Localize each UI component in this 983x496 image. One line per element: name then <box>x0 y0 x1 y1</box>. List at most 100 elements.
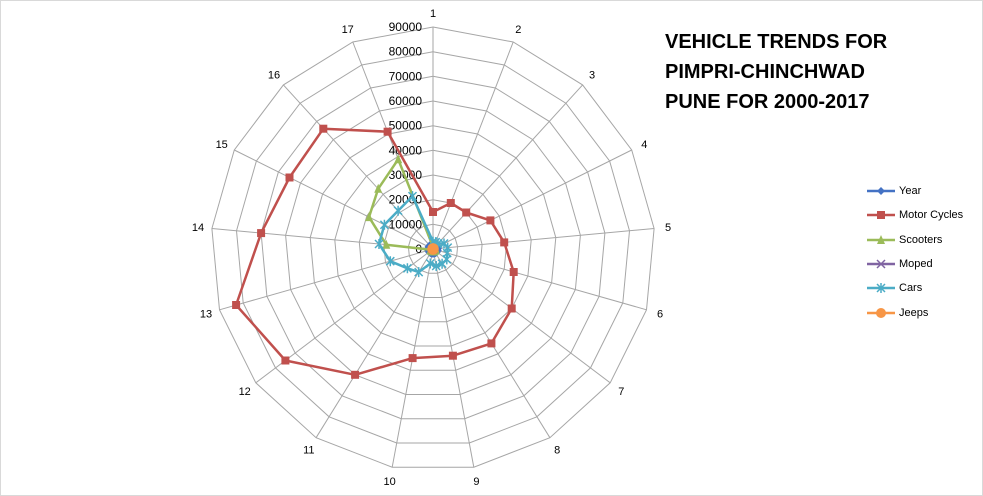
grid-ring-1 <box>407 223 459 274</box>
data-point-cars-12 <box>402 263 412 274</box>
category-label-6: 6 <box>657 309 663 321</box>
data-point-motor-cycles-6 <box>509 268 518 276</box>
grid-spoke-7 <box>432 248 611 384</box>
data-point-cars-13 <box>385 256 395 267</box>
data-point-scooters-16 <box>374 183 383 193</box>
category-label-1: 1 <box>430 8 436 20</box>
radial-tick-labels: 0100002000030000400005000060000700008000… <box>389 20 423 256</box>
data-point-cars-8 <box>437 258 447 269</box>
data-point-motor-cycles-3 <box>462 208 471 217</box>
grid-ring-2 <box>383 199 483 298</box>
data-point-cars-16 <box>393 205 403 216</box>
data-point-motor-cycles-7 <box>507 304 516 313</box>
data-point-motor-cycles-4 <box>486 216 495 225</box>
data-point-cars-11 <box>414 267 424 278</box>
data-point-motor-cycles-1 <box>429 208 437 216</box>
data-point-cars-14 <box>374 239 384 249</box>
data-point-motor-cycles-16 <box>319 124 328 133</box>
legend: Year Motor Cycles Scooters Moped Cars Jeeps <box>867 179 963 325</box>
category-label-8: 8 <box>554 445 560 457</box>
legend-label-year: Year <box>899 185 922 198</box>
legend-marker-motor-cycles <box>877 211 885 220</box>
legend-label-cars: Cars <box>899 282 923 295</box>
series-line-motor-cycles <box>234 127 515 377</box>
legend-item-motor-cycles: Motor Cycles <box>867 203 963 227</box>
grid-spoke-5 <box>432 228 655 250</box>
grid-spoke-13 <box>219 248 434 311</box>
data-point-motor-cycles-5 <box>500 238 509 247</box>
radial-tick-label-7: 70000 <box>389 69 423 83</box>
legend-label-scooters: Scooters <box>899 233 943 246</box>
legend-marker-scooters <box>877 234 885 244</box>
category-label-10: 10 <box>383 476 395 488</box>
legend-marker-moped <box>876 259 886 269</box>
radial-tick-label-6: 60000 <box>389 94 423 108</box>
data-point-motor-cycles-10 <box>408 354 417 363</box>
radial-tick-label-8: 80000 <box>389 45 423 59</box>
legend-key-motor-cycles <box>867 211 895 220</box>
radial-tick-label-1: 10000 <box>389 217 423 231</box>
legend-key-jeeps <box>867 307 895 318</box>
grid-ring-5 <box>309 125 557 371</box>
category-label-4: 4 <box>641 139 647 151</box>
data-point-motor-cycles-14 <box>257 229 266 238</box>
grid-ring-4 <box>334 149 532 347</box>
title-line-2: PIMPRI-CHINCHWAD <box>665 61 865 83</box>
legend-key-cars <box>867 283 895 294</box>
legend-marker-year <box>877 187 885 196</box>
category-label-15: 15 <box>216 139 228 151</box>
data-point-cars-15 <box>379 219 389 230</box>
data-point-scooters-17 <box>394 154 403 164</box>
data-point-scooters-15 <box>365 212 373 222</box>
radial-tick-label-5: 50000 <box>389 119 423 133</box>
legend-item-year: Year <box>867 179 963 203</box>
radial-tick-label-4: 40000 <box>389 143 423 157</box>
series-motor-cycles <box>232 124 518 379</box>
legend-marker-cars <box>876 283 886 294</box>
legend-label-moped: Moped <box>899 258 933 271</box>
data-point-motor-cycles-11 <box>351 370 360 379</box>
grid-spoke-6 <box>432 248 647 311</box>
legend-marker-jeeps <box>876 307 886 318</box>
legend-label-jeeps: Jeeps <box>899 306 929 319</box>
category-label-5: 5 <box>665 222 671 234</box>
data-point-motor-cycles-17 <box>383 127 392 136</box>
category-label-14: 14 <box>192 222 204 234</box>
category-label-7: 7 <box>618 386 624 398</box>
data-point-scooters-14 <box>382 239 391 249</box>
category-label-9: 9 <box>473 476 479 488</box>
grid-ring-7 <box>260 75 606 420</box>
legend-key-scooters <box>867 234 895 244</box>
grid-ring-8 <box>235 51 631 444</box>
data-point-jeeps-17 <box>427 243 438 254</box>
data-point-motor-cycles-2 <box>446 199 455 207</box>
legend-item-scooters: Scooters <box>867 228 963 252</box>
data-point-cars-9 <box>431 261 441 271</box>
data-point-cars-7 <box>442 254 452 265</box>
data-point-cars-17 <box>407 191 418 202</box>
category-label-13: 13 <box>200 309 212 321</box>
legend-key-year <box>867 187 895 196</box>
legend-item-cars: Cars <box>867 276 963 300</box>
grid-spoke-4 <box>432 149 632 250</box>
category-label-17: 17 <box>342 24 354 36</box>
title-line-1: VEHICLE TRENDS FOR <box>665 31 888 53</box>
grid-ring-6 <box>285 100 581 395</box>
data-point-cars-10 <box>425 258 435 269</box>
grid-spoke-2 <box>432 41 514 250</box>
data-point-motor-cycles-8 <box>487 339 496 348</box>
data-point-motor-cycles-12 <box>281 356 290 365</box>
grid-spoke-15 <box>234 149 434 250</box>
chart-title: VEHICLE TRENDS FOR PIMPRI-CHINCHWAD PUNE… <box>665 27 965 117</box>
grid-spoke-16 <box>283 84 434 250</box>
legend-item-jeeps: Jeeps <box>867 300 963 324</box>
data-point-motor-cycles-9 <box>448 351 457 360</box>
category-label-3: 3 <box>589 70 595 82</box>
radial-tick-label-9: 90000 <box>389 20 423 34</box>
series-jeeps <box>427 243 439 255</box>
category-label-11: 11 <box>303 445 314 457</box>
data-point-motor-cycles-13 <box>232 301 241 309</box>
